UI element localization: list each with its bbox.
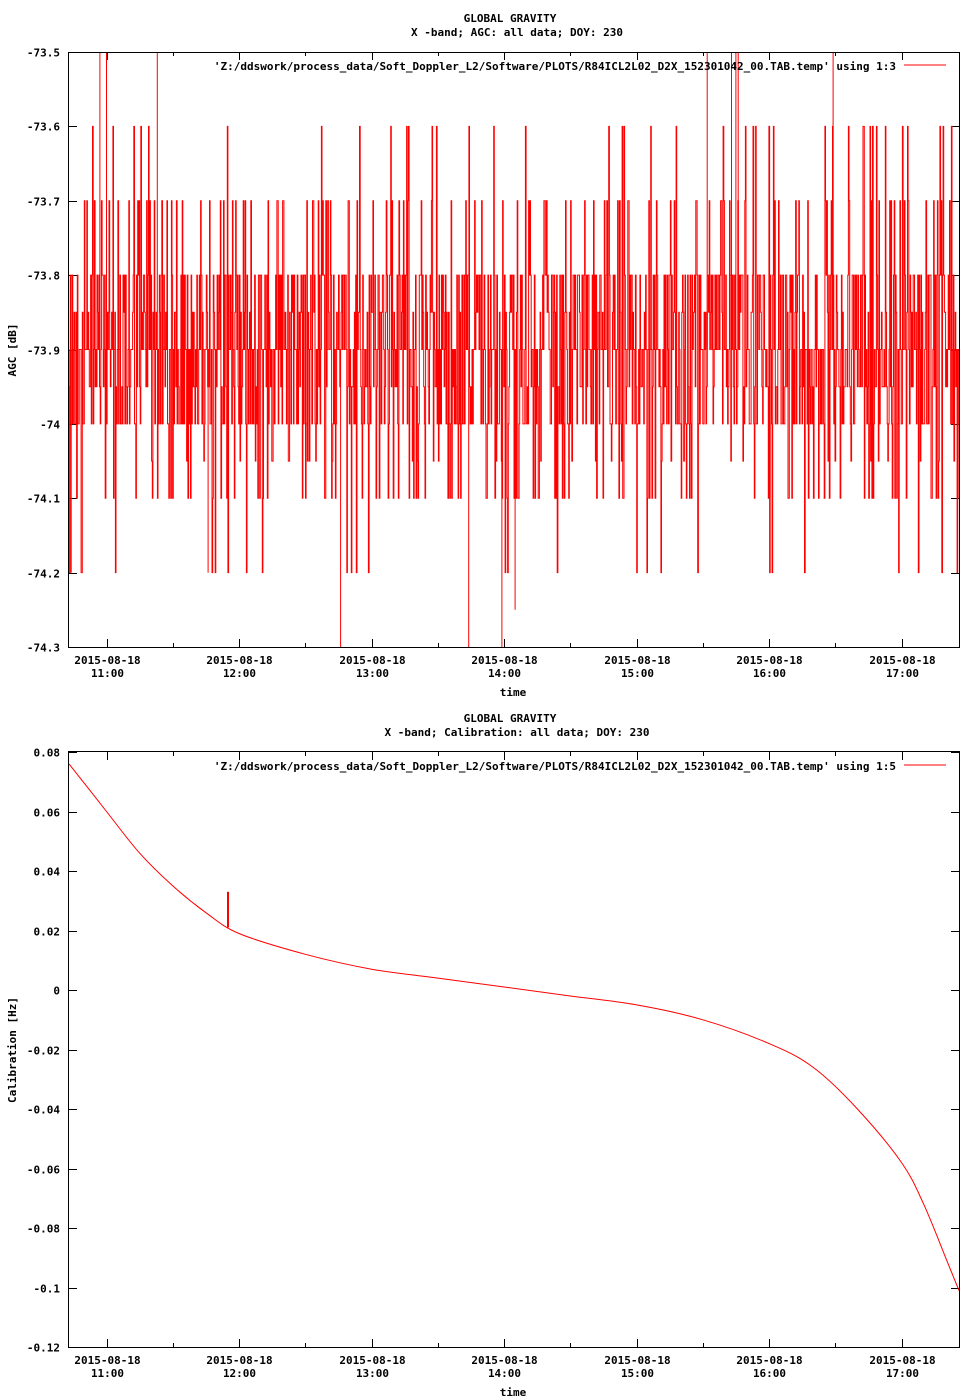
calibration-series-line	[68, 763, 960, 1291]
agc-xtick-time: 13:00	[356, 667, 389, 680]
agc-xtick-date: 2015-08-18	[471, 654, 537, 667]
agc-chart-title: GLOBAL GRAVITY	[464, 12, 557, 25]
calibration-legend-label: 'Z:/ddswork/process_data/Soft_Doppler_L2…	[214, 760, 896, 773]
agc-ytick-label: -74.1	[27, 493, 60, 506]
agc-y-axis-label: AGC [dB]	[6, 324, 19, 377]
calibration-series-group	[68, 763, 960, 1291]
calibration-xtick-date: 2015-08-18	[471, 1354, 537, 1367]
agc-ytick-label: -73.6	[27, 121, 60, 134]
agc-xtick-date: 2015-08-18	[869, 654, 935, 667]
calibration-chart-subtitle: X -band; Calibration: all data; DOY: 230	[385, 726, 650, 739]
calibration-chart-title: GLOBAL GRAVITY	[464, 712, 557, 725]
calibration-xtick-time: 11:00	[91, 1367, 124, 1380]
agc-xtick-time: 12:00	[223, 667, 256, 680]
agc-xtick-date: 2015-08-18	[206, 654, 272, 667]
calibration-ytick-label: 0.08	[34, 747, 61, 760]
calibration-ytick-label: -0.12	[27, 1342, 60, 1355]
calibration-ytick-label: -0.06	[27, 1164, 60, 1177]
agc-xtick-date: 2015-08-18	[339, 654, 405, 667]
agc-ytick-label: -73.9	[27, 345, 60, 358]
agc-xtick-date: 2015-08-18	[736, 654, 802, 667]
agc-series-line	[68, 125, 960, 574]
calibration-xtick-time: 12:00	[223, 1367, 256, 1380]
calibration-axis-ticks: 0.08 0.06 0.04 0.02 0 -0.02 -0.04 -0.06 -0.08 -0.…	[27, 747, 959, 1380]
calibration-y-axis-label: Calibration [Hz]	[6, 997, 19, 1103]
agc-ytick-label: -73.7	[27, 196, 60, 209]
agc-series-group	[68, 52, 960, 647]
calibration-ytick-label: 0.04	[34, 866, 61, 879]
calibration-xtick-date: 2015-08-18	[339, 1354, 405, 1367]
agc-plot-frame	[68, 52, 960, 648]
agc-xtick-date: 2015-08-18	[74, 654, 140, 667]
agc-ytick-label: -73.5	[27, 47, 60, 60]
calibration-chart: GLOBAL GRAVITY X -band; Calibration: all…	[6, 712, 960, 1399]
agc-xtick-time: 17:00	[886, 667, 919, 680]
agc-ytick-label: -74.3	[27, 642, 60, 655]
agc-x-axis-label: time	[500, 686, 527, 699]
calibration-xtick-date: 2015-08-18	[869, 1354, 935, 1367]
calibration-xtick-time: 15:00	[621, 1367, 654, 1380]
agc-ytick-label: -74.2	[27, 568, 60, 581]
agc-chart: GLOBAL GRAVITY X -band; AGC: all data; D…	[6, 12, 960, 699]
agc-chart-subtitle: X -band; AGC: all data; DOY: 230	[411, 26, 623, 39]
agc-xtick-time: 16:00	[753, 667, 786, 680]
calibration-ytick-label: 0	[53, 985, 60, 998]
calibration-ytick-label: 0.02	[34, 926, 61, 939]
agc-legend-label: 'Z:/ddswork/process_data/Soft_Doppler_L2…	[214, 60, 896, 73]
calibration-xtick-time: 16:00	[753, 1367, 786, 1380]
calibration-plot-frame	[68, 751, 960, 1348]
calibration-ytick-label: 0.06	[34, 807, 61, 820]
agc-axis-ticks: -73.5 -73.6 -73.7 -73.8 -73.9 -74 -74.1 -74.2 -7…	[27, 47, 959, 680]
agc-xtick-time: 15:00	[621, 667, 654, 680]
calibration-ytick-label: -0.08	[27, 1223, 60, 1236]
calibration-ytick-label: -0.02	[27, 1045, 60, 1058]
calibration-xtick-time: 14:00	[488, 1367, 521, 1380]
calibration-x-axis-label: time	[500, 1386, 527, 1399]
calibration-xtick-date: 2015-08-18	[604, 1354, 670, 1367]
calibration-xtick-date: 2015-08-18	[206, 1354, 272, 1367]
agc-xtick-date: 2015-08-18	[604, 654, 670, 667]
calibration-ytick-label: -0.04	[27, 1104, 60, 1117]
agc-ytick-label: -74	[40, 419, 60, 432]
agc-xtick-time: 14:00	[488, 667, 521, 680]
agc-ytick-label: -73.8	[27, 270, 60, 283]
calibration-xtick-date: 2015-08-18	[736, 1354, 802, 1367]
calibration-ytick-label: -0.1	[34, 1283, 61, 1296]
calibration-xtick-time: 17:00	[886, 1367, 919, 1380]
agc-xtick-time: 11:00	[91, 667, 124, 680]
calibration-xtick-date: 2015-08-18	[74, 1354, 140, 1367]
calibration-xtick-time: 13:00	[356, 1367, 389, 1380]
